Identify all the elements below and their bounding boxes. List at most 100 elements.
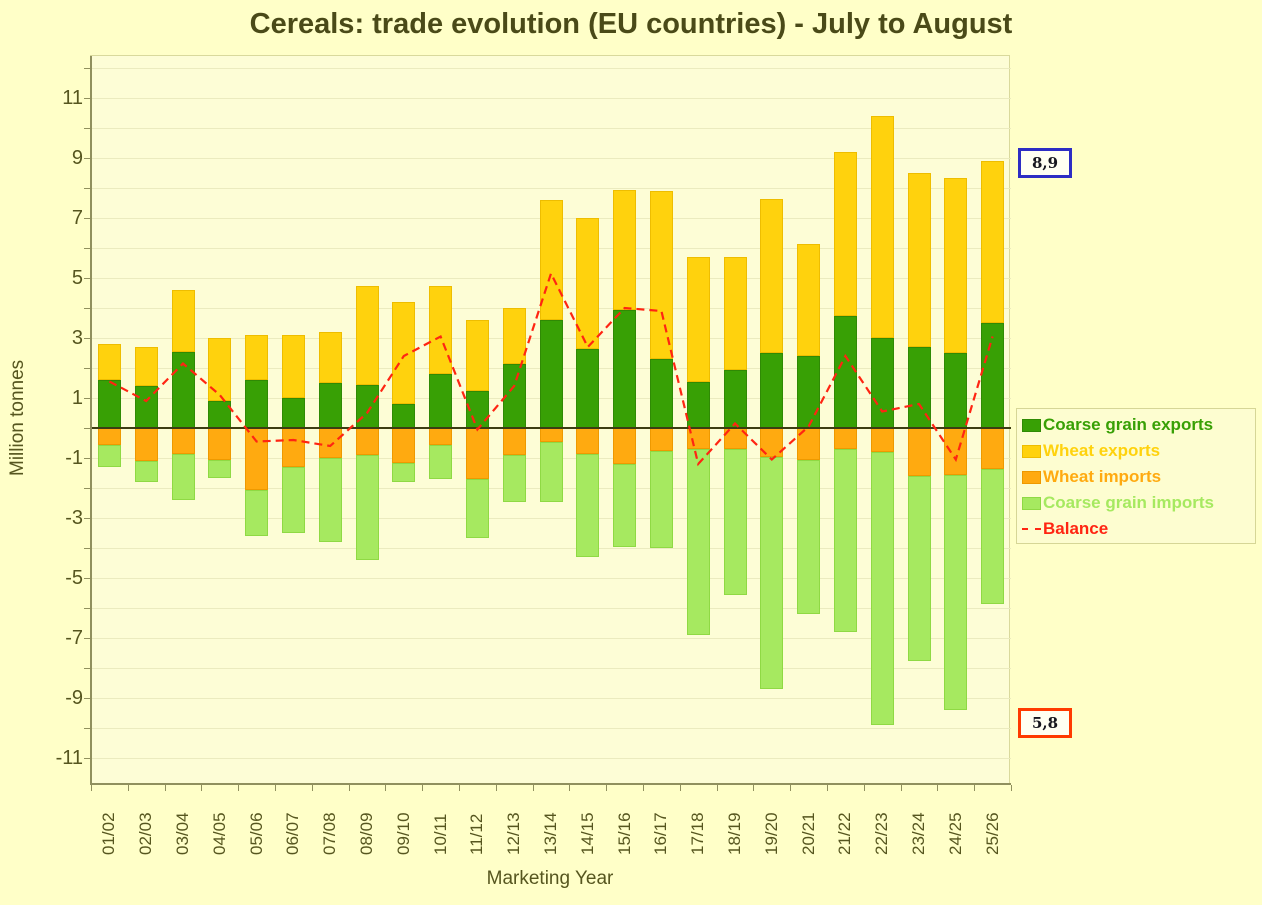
x-axis-tick — [827, 785, 828, 791]
y-tick-label: -9 — [65, 687, 83, 709]
y-tick-label: -11 — [55, 747, 83, 769]
bar-segment-wheat-exports — [97, 344, 121, 380]
bar-segment-wheat-exports — [686, 257, 710, 382]
y-tick-label: -3 — [65, 507, 83, 529]
x-tick-label: 14/15 — [577, 812, 597, 855]
bar-segment-coarse-grain-imports — [907, 476, 931, 661]
bar-segment-wheat-exports — [833, 152, 857, 316]
y-tick-label: 7 — [71, 207, 83, 229]
x-axis-tick — [459, 785, 460, 791]
gridline — [91, 127, 1011, 129]
x-tick-label: 13/14 — [541, 812, 560, 855]
bar-segment-coarse-grain-imports — [355, 455, 379, 560]
x-tick-label: 22/23 — [872, 812, 892, 855]
y-axis-tick — [84, 127, 91, 129]
y-axis-tick — [84, 307, 91, 309]
gridline — [91, 157, 1011, 159]
x-tick-label: 07/08 — [320, 812, 340, 855]
x-tick-label: 23/24 — [909, 812, 928, 855]
x-tick-label: 15/16 — [614, 812, 634, 855]
x-tick-label: 16/17 — [651, 812, 671, 855]
x-axis-tick — [1011, 785, 1012, 791]
x-tick-label: 02/03 — [136, 812, 156, 855]
bar-segment-wheat-exports — [245, 335, 269, 380]
bar-segment-coarse-grain-imports — [281, 467, 305, 533]
legend-item-coarse-grain-exports: Coarse grain exports — [1022, 412, 1255, 438]
x-axis-tick — [569, 785, 571, 791]
callout-imports-total-value: 5,8 — [1031, 714, 1059, 732]
x-tick-label: 09/10 — [393, 812, 413, 855]
y-tick-label: -1 — [65, 447, 83, 469]
bar-segment-coarse-grain-imports — [760, 456, 784, 689]
y-axis-tick — [84, 277, 91, 279]
legend-label: Wheat exports — [1043, 441, 1161, 460]
x-axis-tick — [311, 785, 313, 791]
bar-segment-coarse-grain-imports — [392, 462, 416, 482]
bar-segment-coarse-grain-imports — [539, 441, 563, 502]
x-axis-tick — [348, 785, 350, 791]
bar-segment-wheat-exports — [797, 243, 821, 356]
legend: Coarse grain exports Wheat exports Wheat i… — [1016, 408, 1256, 544]
gridline — [91, 97, 1011, 99]
x-axis-tick — [974, 785, 976, 791]
x-axis-tick — [422, 785, 424, 791]
x-axis-tick — [532, 785, 534, 791]
x-axis-tick — [495, 785, 497, 791]
y-axis-tick — [84, 427, 91, 429]
y-tick-label: 11 — [62, 87, 83, 109]
y-tick-label: 9 — [71, 147, 83, 169]
x-tick-label: 12/13 — [504, 812, 524, 855]
x-axis-tick — [127, 785, 129, 791]
legend-line-swatch-icon — [1022, 528, 1041, 530]
bar-segment-coarse-grain-imports — [797, 459, 821, 614]
bar-segment-coarse-grain-imports — [245, 489, 269, 536]
bar-segment-coarse-grain-imports — [208, 459, 232, 478]
legend-item-balance: Balance — [1022, 516, 1255, 542]
bar-segment-coarse-grain-imports — [134, 461, 158, 482]
x-axis-tick — [937, 785, 939, 791]
bar-segment-coarse-grain-imports — [465, 479, 489, 538]
x-tick-label: 11/12 — [467, 813, 487, 855]
x-tick-label: 08/09 — [357, 812, 376, 855]
callout-exports-total: 8,9 — [1018, 148, 1072, 178]
gridline — [91, 727, 1011, 729]
bar-segment-wheat-exports — [355, 285, 379, 385]
gridline — [91, 577, 1011, 579]
legend-label: Balance — [1043, 519, 1109, 538]
y-axis-tick — [84, 187, 91, 189]
bar-segment-wheat-exports — [171, 290, 195, 352]
y-axis-tick — [84, 667, 91, 669]
bar-segment-coarse-grain-imports — [723, 449, 747, 595]
y-axis-tick — [84, 517, 91, 519]
bar-segment-wheat-exports — [760, 198, 784, 353]
x-tick-label: 10/11 — [430, 813, 450, 855]
bar-segment-wheat-exports — [502, 308, 526, 364]
y-axis-tick — [84, 607, 91, 609]
legend-color-swatch-icon — [1022, 418, 1041, 432]
bar-segment-wheat-exports — [870, 116, 894, 338]
chart-title: Cereals: trade evolution (EU countries) … — [249, 8, 1013, 40]
bar-segment-coarse-grain-imports — [576, 453, 600, 557]
legend-label: Wheat imports — [1043, 467, 1162, 486]
bar-segment-wheat-exports — [208, 338, 232, 401]
x-tick-label: 24/25 — [945, 812, 965, 855]
y-axis-tick — [84, 217, 91, 219]
legend-item-wheat-imports: Wheat imports — [1022, 464, 1255, 490]
x-tick-label: 04/05 — [209, 812, 229, 855]
callout-imports-total: 5,8 — [1018, 708, 1072, 738]
legend-color-swatch-icon — [1022, 470, 1041, 484]
gridline — [91, 67, 1011, 69]
x-tick-label: 20/21 — [798, 812, 818, 855]
y-axis-tick — [84, 547, 91, 549]
x-axis-tick — [643, 785, 644, 791]
bar-segment-coarse-grain-imports — [502, 455, 526, 502]
balance-line — [108, 270, 994, 467]
x-axis-tick — [863, 785, 865, 791]
bar-segment-wheat-exports — [392, 302, 416, 404]
bar-segment-wheat-exports — [281, 335, 305, 398]
x-tick-label: 19/20 — [761, 812, 781, 855]
legend-label: Coarse grain imports — [1043, 493, 1214, 512]
bar-segment-coarse-grain-imports — [981, 468, 1005, 604]
bar-segment-coarse-grain-imports — [613, 464, 637, 547]
